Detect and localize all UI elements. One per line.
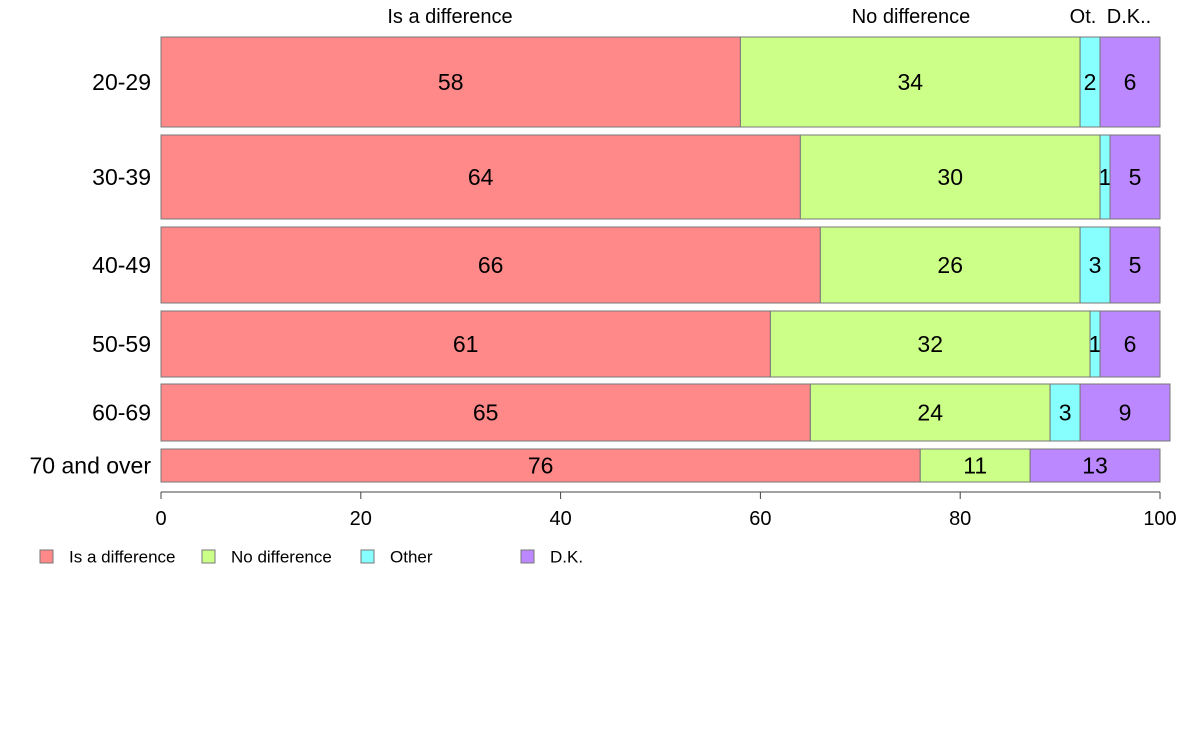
bar-segment-1-4: [1099, 36, 1161, 128]
bar-segment-3-2: [819, 226, 1081, 304]
bar-value-label: 6: [1124, 331, 1137, 357]
bar-value-label: 66: [478, 252, 504, 278]
bar-value-label: 61: [453, 331, 479, 357]
column-header-label: No difference: [852, 6, 971, 28]
bar-value-label: 64: [468, 164, 494, 190]
bar-value-label: 5: [1129, 164, 1142, 190]
bar-segment-1-2: [739, 36, 1081, 128]
bar-segment-6-4: [1029, 448, 1161, 483]
bar-value-label: 26: [937, 252, 963, 278]
legend-label: Is a difference: [69, 548, 175, 567]
category-label: 60-69: [92, 400, 151, 426]
bar-segment-3-3: [1079, 226, 1111, 304]
bar-value-label: 30: [937, 164, 963, 190]
bar-value-label: 11: [963, 453, 987, 479]
legend: Is a difference No difference Other D.K.: [39, 548, 583, 567]
x-tick-label: 0: [155, 508, 166, 530]
category-labels: 20-29 30-39 40-49 50-59 60-69 70 and over: [30, 69, 152, 479]
bar-segment-2-2: [799, 134, 1101, 220]
category-label: 40-49: [92, 252, 151, 278]
x-tick-label: 100: [1143, 508, 1176, 530]
bar-value-label: 24: [917, 400, 943, 426]
bar-value-label: 58: [438, 69, 464, 95]
bar-value-label: 32: [917, 331, 943, 357]
bar-value-label: 34: [897, 69, 923, 95]
legend-swatch: [360, 549, 375, 564]
bar-value-label: 13: [1082, 453, 1108, 479]
bar-value-label: 1: [1089, 331, 1102, 357]
legend-swatch: [39, 549, 54, 564]
column-header-label: Is a difference: [387, 6, 512, 28]
legend-swatch: [520, 549, 535, 564]
legend-swatch: [201, 549, 216, 564]
bar-value-label: 65: [473, 400, 499, 426]
bar-value-label: 1: [1099, 164, 1112, 190]
bar-segment-5-3: [1049, 383, 1081, 442]
bar-segment-4-1: [160, 310, 771, 378]
bar-value-label: 6: [1124, 69, 1137, 95]
column-header-labels: Is a difference No difference Ot. D.K..: [387, 6, 1151, 28]
x-tick-label: 60: [749, 508, 771, 530]
bar-segment-6-2: [919, 448, 1031, 483]
legend-label: No difference: [231, 548, 332, 567]
bar-value-label: 9: [1119, 400, 1132, 426]
x-tick-label: 80: [949, 508, 971, 530]
column-header-label: Ot.: [1070, 6, 1097, 28]
bar-segment-5-4: [1079, 383, 1171, 442]
category-label: 20-29: [92, 69, 151, 95]
bar-segment-2-1: [160, 134, 801, 220]
category-label: 70 and over: [30, 453, 152, 479]
legend-label: D.K.: [550, 548, 583, 567]
bar-value-label: 5: [1129, 252, 1142, 278]
bar-segment-5-2: [809, 383, 1051, 442]
bar-segment-1-1: [160, 36, 741, 128]
bar-segment-5-1: [160, 383, 811, 442]
bar-segment-2-4: [1109, 134, 1161, 220]
x-tick-label: 40: [549, 508, 571, 530]
legend-label: Other: [390, 548, 433, 567]
x-tick-label: 20: [350, 508, 372, 530]
column-header-label: D.K..: [1107, 6, 1151, 28]
bar-segment-3-1: [160, 226, 821, 304]
bar-value-label: 2: [1084, 69, 1097, 95]
bar-segment-3-4: [1109, 226, 1161, 304]
category-label: 30-39: [92, 164, 151, 190]
bar-value-label: 76: [528, 453, 554, 479]
x-axis: 0 20 40 60 80 100: [155, 491, 1177, 530]
bar-segment-4-4: [1099, 310, 1161, 378]
bars-group: 58 34 2 664 30 1 566 26 3 561 32 1 665 24 3 976 11 13: [160, 36, 1171, 483]
bar-value-label: 3: [1059, 400, 1072, 426]
bar-segment-4-2: [769, 310, 1091, 378]
category-label: 50-59: [92, 331, 151, 357]
bar-value-label: 3: [1089, 252, 1102, 278]
